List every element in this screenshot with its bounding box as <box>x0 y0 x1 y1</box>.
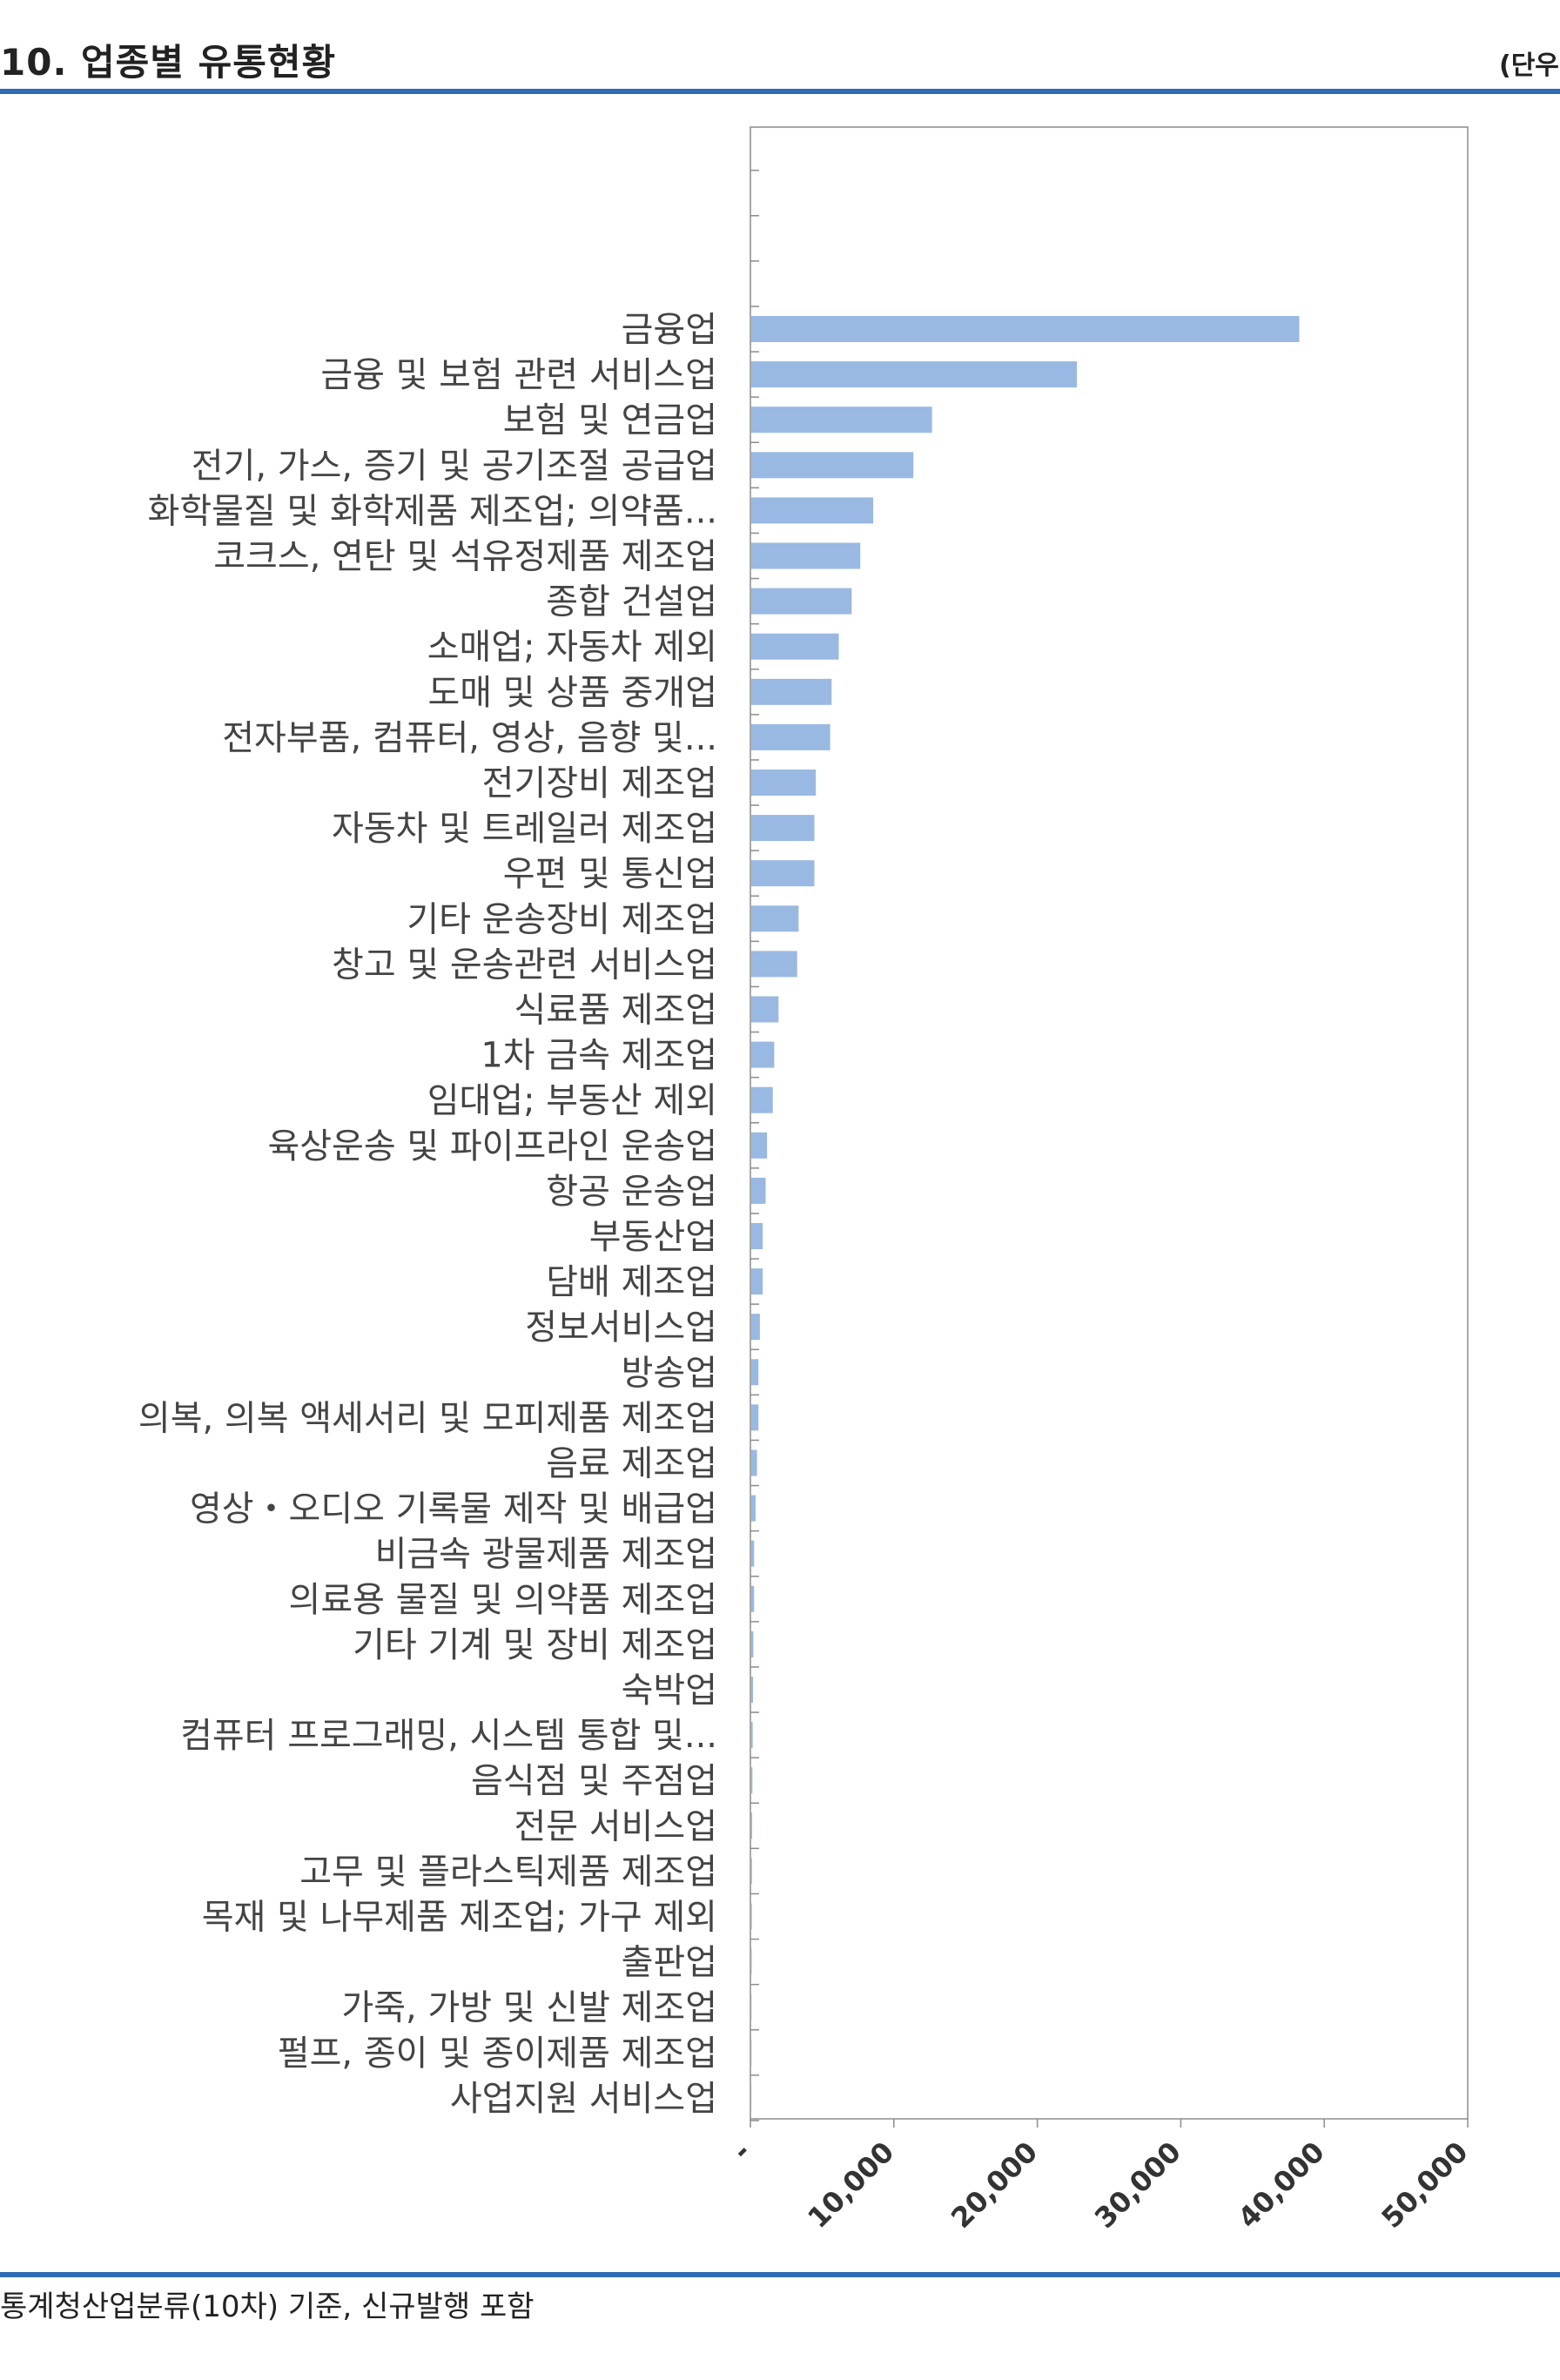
bar <box>751 1132 768 1159</box>
bar <box>751 1630 754 1657</box>
unit-label: (단우 <box>1499 50 1559 81</box>
category-label: 보험 및 연금업 <box>503 400 717 440</box>
footer-rule <box>0 2272 1560 2277</box>
bar <box>751 1086 773 1113</box>
bar <box>751 1177 766 1204</box>
x-tick-label: 40,000 <box>1232 2135 1331 2235</box>
category-label: 비금속 광물제품 제조업 <box>375 1535 717 1575</box>
x-tick-label: 20,000 <box>945 2135 1044 2235</box>
bar <box>751 452 914 479</box>
x-tick-label: 10,000 <box>801 2135 900 2235</box>
category-label: 펄프, 종이 및 종이제품 제조업 <box>278 2034 717 2074</box>
category-label: 사업지원 서비스업 <box>450 2079 717 2119</box>
bar <box>751 1268 763 1295</box>
bar <box>751 1585 755 1612</box>
category-label: 가죽, 가방 및 신발 제조업 <box>341 1988 717 2028</box>
category-label: 우편 및 통신업 <box>503 854 717 894</box>
category-label: 1차 금속 제조업 <box>481 1036 717 1076</box>
category-label: 코크스, 연탄 및 석유정제품 제조업 <box>213 537 717 577</box>
bar <box>751 1858 752 1885</box>
bar <box>751 1314 760 1341</box>
bar <box>751 905 799 932</box>
category-label: 소매업; 자동차 제외 <box>427 628 717 668</box>
category-label: 식료품 제조업 <box>514 991 717 1031</box>
category-label: 전문 서비스업 <box>514 1806 717 1846</box>
category-label: 방송업 <box>622 1353 717 1393</box>
category-label: 음식점 및 주점업 <box>471 1761 717 1801</box>
category-label: 항공 운송업 <box>546 1172 717 1212</box>
bar <box>751 1404 759 1431</box>
bar <box>751 1223 763 1249</box>
category-label: 전기장비 제조업 <box>482 763 717 803</box>
category-label: 출판업 <box>622 1943 717 1983</box>
bar <box>751 1812 752 1839</box>
category-label: 의복, 의복 액세서리 및 모피제품 제조업 <box>138 1398 717 1438</box>
bar <box>751 1495 756 1522</box>
x-tick-label: 30,000 <box>1088 2135 1187 2235</box>
bar <box>751 815 815 842</box>
category-label: 컴퓨터 프로그래밍, 시스템 통합 및... <box>180 1716 717 1756</box>
category-label: 전자부품, 컴퓨터, 영상, 음향 및... <box>222 718 717 758</box>
bar <box>751 1449 757 1476</box>
x-tick-label: - <box>725 2135 756 2167</box>
bar <box>751 497 874 524</box>
bar <box>751 1359 759 1386</box>
bar <box>751 633 839 660</box>
category-label: 정보서비스업 <box>525 1308 717 1348</box>
x-tick-label: 50,000 <box>1375 2135 1474 2235</box>
bar <box>751 723 830 750</box>
bar <box>751 1041 775 1068</box>
header: 10. 업종별 유통현황 (단우 <box>0 0 1560 94</box>
bar <box>751 361 1078 388</box>
category-label: 음료 제조업 <box>546 1444 717 1484</box>
category-label: 자동차 및 트레일러 제조업 <box>332 809 717 849</box>
category-label: 영상・오디오 기록물 제작 및 배급업 <box>190 1489 717 1530</box>
category-label: 금융업 <box>622 310 717 350</box>
category-label: 의료용 물질 및 의약품 제조업 <box>289 1580 717 1620</box>
category-label: 육상운송 및 파이프라인 운송업 <box>267 1126 717 1166</box>
category-label: 창고 및 운송관련 서비스업 <box>332 945 717 985</box>
category-label: 전기, 가스, 증기 및 공기조절 공급업 <box>192 446 717 486</box>
bar <box>751 1540 755 1567</box>
bar <box>751 1767 753 1794</box>
bar <box>751 1677 753 1703</box>
bar <box>751 407 932 434</box>
page-title: 10. 업종별 유통현황 <box>0 41 337 84</box>
footnote: 통계청산업분류(10차) 기준, 신규발행 포함 <box>0 2289 535 2324</box>
category-label: 화학물질 및 화학제품 제조업; 의약품... <box>148 491 717 531</box>
category-label: 기타 운송장비 제조업 <box>407 899 717 939</box>
header-rule <box>0 89 1560 94</box>
category-label: 도매 및 상품 중개업 <box>427 673 717 713</box>
category-label: 숙박업 <box>622 1671 717 1711</box>
category-label: 임대업; 부동산 제외 <box>427 1081 717 1121</box>
category-label: 목재 및 나무제품 제조업; 가구 제외 <box>202 1898 717 1938</box>
bar <box>751 542 861 569</box>
bar <box>751 996 779 1023</box>
bar <box>751 860 815 887</box>
category-label: 고무 및 플라스틱제품 제조업 <box>299 1852 717 1892</box>
bar <box>751 1903 752 1930</box>
category-label: 금융 및 보험 관련 서비스업 <box>320 355 717 395</box>
category-label: 부동산업 <box>589 1217 717 1257</box>
category-label: 담배 제조업 <box>546 1262 717 1302</box>
category-label: 종합 건설업 <box>546 582 717 622</box>
bar <box>751 588 852 615</box>
bar <box>751 316 1300 342</box>
bar <box>751 678 832 705</box>
bar <box>751 770 817 796</box>
category-label: 기타 기계 및 장비 제조업 <box>353 1625 717 1665</box>
bar <box>751 951 797 978</box>
bar <box>751 1722 753 1749</box>
